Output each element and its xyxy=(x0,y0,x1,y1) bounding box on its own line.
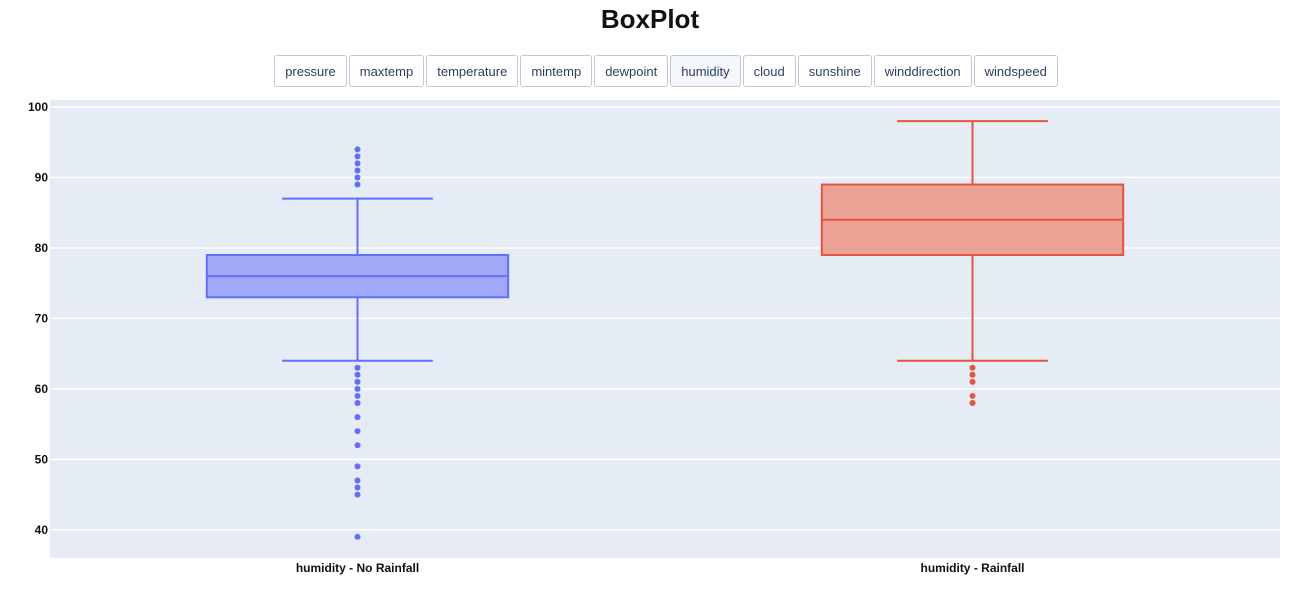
variable-button-pressure[interactable]: pressure xyxy=(274,55,347,87)
variable-button-dewpoint[interactable]: dewpoint xyxy=(594,55,669,87)
outlier-point xyxy=(354,442,361,449)
variable-button-temperature[interactable]: temperature xyxy=(426,55,519,87)
plot-background xyxy=(50,100,1280,558)
outlier-point xyxy=(354,364,361,371)
x-category-label: humidity - No Rainfall xyxy=(296,561,419,575)
outlier-point xyxy=(969,371,976,378)
outlier-point xyxy=(354,371,361,378)
outlier-point xyxy=(354,477,361,484)
outlier-point xyxy=(969,399,976,406)
y-tick-label: 60 xyxy=(35,382,49,396)
chart-title: BoxPlot xyxy=(600,4,700,34)
outlier-point xyxy=(354,160,361,167)
outlier-point xyxy=(969,378,976,385)
y-axis-ticks: 40 50 60 70 80 90 100 xyxy=(28,100,48,537)
outlier-point xyxy=(354,153,361,160)
variable-button-winddirection[interactable]: winddirection xyxy=(873,55,972,87)
box-series xyxy=(205,146,510,540)
variable-button-humidity[interactable]: humidity xyxy=(670,55,741,87)
y-tick-label: 70 xyxy=(35,311,49,325)
y-tick-label: 90 xyxy=(35,171,49,185)
box-series xyxy=(820,120,1125,406)
outlier-point xyxy=(354,385,361,392)
outlier-point xyxy=(354,167,361,174)
outlier-point xyxy=(354,414,361,421)
outlier-point xyxy=(969,364,976,371)
outlier-point xyxy=(354,174,361,181)
outlier-point xyxy=(354,146,361,153)
variable-selector: pressure maxtemp temperature mintemp dewpoin… xyxy=(16,55,1300,87)
y-tick-label: 40 xyxy=(35,523,49,537)
outlier-point xyxy=(354,428,361,435)
outlier-point xyxy=(354,491,361,498)
outlier-point xyxy=(354,392,361,399)
outlier-point xyxy=(354,484,361,491)
variable-button-mintemp[interactable]: mintemp xyxy=(520,55,593,87)
variable-button-windspeed[interactable]: windspeed xyxy=(973,55,1058,87)
variable-button-maxtemp[interactable]: maxtemp xyxy=(348,55,425,87)
outlier-point xyxy=(354,181,361,188)
variable-button-cloud[interactable]: cloud xyxy=(742,55,796,87)
variable-button-sunshine[interactable]: sunshine xyxy=(797,55,872,87)
outlier-point xyxy=(354,533,361,540)
boxes xyxy=(205,120,1125,540)
y-tick-label: 80 xyxy=(35,241,49,255)
outlier-point xyxy=(969,392,976,399)
x-category-label: humidity - Rainfall xyxy=(920,561,1024,575)
x-axis-labels: humidity - No Rainfall humidity - Rainfal… xyxy=(296,561,1025,575)
y-tick-label: 50 xyxy=(35,452,49,466)
gridlines xyxy=(50,106,1280,531)
outlier-point xyxy=(354,378,361,385)
y-tick-label: 100 xyxy=(28,100,48,114)
outlier-point xyxy=(354,399,361,406)
outlier-point xyxy=(354,463,361,470)
